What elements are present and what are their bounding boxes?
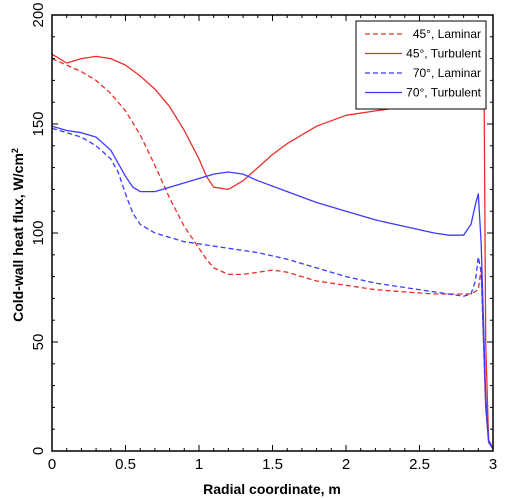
legend-label-1: 45°, Laminar <box>413 27 481 41</box>
x-tick-label: 3 <box>489 456 497 473</box>
y-tick-label: 0 <box>30 447 47 455</box>
series-line-2 <box>51 53 494 450</box>
series-line-1 <box>51 58 494 450</box>
y-axis-title-superscript: 2 <box>10 148 20 153</box>
y-tick-label: 50 <box>30 334 47 351</box>
legend-label-4: 70°, Turbulent <box>406 86 482 100</box>
legend-label-2: 45°, Turbulent <box>406 47 482 61</box>
ticks-layer: 0 0.5 1 1.5 2 2.5 3 0 50 100 150 200 <box>30 2 497 473</box>
y-tick-label: 200 <box>30 2 47 27</box>
legend-label-3: 70°, Laminar <box>413 66 481 80</box>
series-line-3 <box>51 127 494 450</box>
x-tick-label: 0 <box>48 456 56 473</box>
y-tick-label: 100 <box>30 220 47 245</box>
x-tick-label: 0.5 <box>115 456 136 473</box>
y-tick-label: 150 <box>30 111 47 136</box>
x-tick-label: 1.5 <box>262 456 283 473</box>
x-tick-label: 1 <box>195 456 203 473</box>
x-axis-title: Radial coordinate, m <box>203 481 341 497</box>
x-tick-label: 2.5 <box>409 456 430 473</box>
legend-box <box>355 20 487 110</box>
y-axis-title-main: Cold-wall heat flux, W/cm <box>10 153 26 322</box>
series-line-4 <box>51 125 494 450</box>
x-tick-label: 2 <box>342 456 350 473</box>
legend: 45°, Laminar 45°, Turbulent 70°, Laminar 70… <box>355 20 487 110</box>
y-axis-title: Cold-wall heat flux, W/cm2 <box>10 148 26 322</box>
series-layer <box>51 53 494 450</box>
